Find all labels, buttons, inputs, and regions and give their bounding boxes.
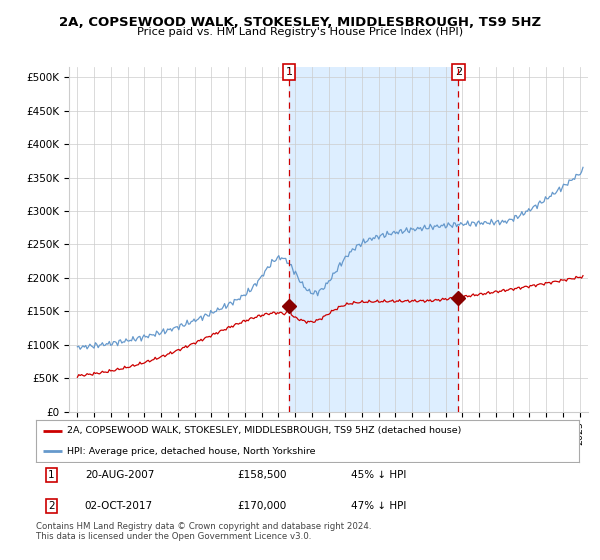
- Text: 2: 2: [455, 67, 462, 77]
- Text: Price paid vs. HM Land Registry's House Price Index (HPI): Price paid vs. HM Land Registry's House …: [137, 27, 463, 37]
- Text: £158,500: £158,500: [237, 470, 286, 480]
- Text: £170,000: £170,000: [237, 501, 286, 511]
- Text: 47% ↓ HPI: 47% ↓ HPI: [351, 501, 406, 511]
- Text: 20-AUG-2007: 20-AUG-2007: [85, 470, 154, 480]
- Bar: [289, 67, 458, 412]
- Text: 1: 1: [286, 67, 292, 77]
- Text: 2A, COPSEWOOD WALK, STOKESLEY, MIDDLESBROUGH, TS9 5HZ: 2A, COPSEWOOD WALK, STOKESLEY, MIDDLESBR…: [59, 16, 541, 29]
- Text: 45% ↓ HPI: 45% ↓ HPI: [351, 470, 406, 480]
- Text: 1: 1: [48, 470, 55, 480]
- Text: Contains HM Land Registry data © Crown copyright and database right 2024.
This d: Contains HM Land Registry data © Crown c…: [36, 522, 371, 542]
- Text: 02-OCT-2017: 02-OCT-2017: [85, 501, 153, 511]
- Text: HPI: Average price, detached house, North Yorkshire: HPI: Average price, detached house, Nort…: [67, 446, 316, 456]
- Text: 2A, COPSEWOOD WALK, STOKESLEY, MIDDLESBROUGH, TS9 5HZ (detached house): 2A, COPSEWOOD WALK, STOKESLEY, MIDDLESBR…: [67, 426, 462, 436]
- Text: 2: 2: [48, 501, 55, 511]
